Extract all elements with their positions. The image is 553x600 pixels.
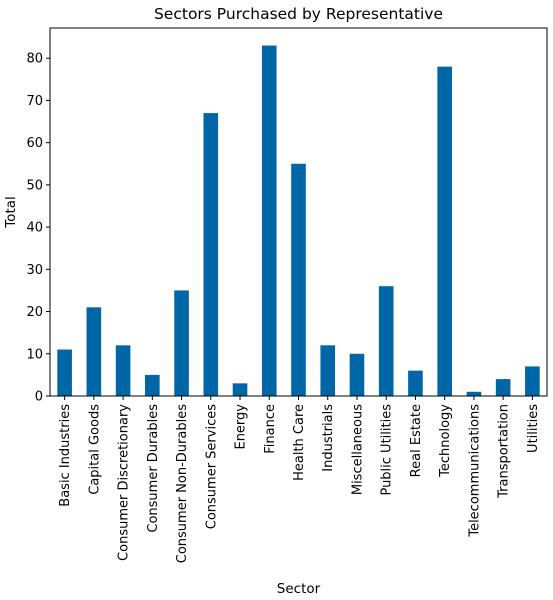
plot-frame xyxy=(49,27,548,397)
x-tick-label: Consumer Non-Durables xyxy=(175,404,190,563)
bar-consumer-discretionary xyxy=(115,345,131,396)
bar-consumer-services xyxy=(203,113,219,397)
y-tick-label: 60 xyxy=(26,136,43,151)
bar-consumer-non-durables xyxy=(174,290,189,396)
y-tick-label: 10 xyxy=(26,347,43,362)
bar-transportation xyxy=(495,379,511,396)
bar-basic-industries xyxy=(57,349,72,396)
x-axis: Basic Industries Capital Goods Consumer Di… xyxy=(58,396,541,563)
x-tick-label: Telecommunications xyxy=(467,404,482,538)
bar-consumer-durables xyxy=(145,374,160,396)
y-tick-label: 70 xyxy=(26,94,43,109)
bar-industrials xyxy=(320,345,336,396)
x-tick-label: Industrials xyxy=(321,404,336,472)
bars-layer xyxy=(57,45,540,397)
x-tick-label: Finance xyxy=(263,404,278,454)
x-tick-label: Consumer Services xyxy=(204,404,219,529)
y-tick-label: 80 xyxy=(26,52,43,67)
x-tick-label: Consumer Durables xyxy=(146,404,161,533)
chart-title: Sectors Purchased by Representative xyxy=(154,5,443,23)
bar-telecommunications xyxy=(466,391,482,396)
y-tick-label: 30 xyxy=(26,263,43,278)
y-tick-label: 0 xyxy=(35,390,43,405)
bar-public-utilities xyxy=(378,286,394,396)
bar-health-care xyxy=(291,163,306,396)
x-tick-label: Basic Industries xyxy=(58,404,73,507)
bar-capital-goods xyxy=(86,307,102,396)
bar-finance xyxy=(261,45,277,397)
bar-utilities xyxy=(525,366,540,396)
x-tick-label: Public Utilities xyxy=(380,404,395,496)
y-tick-label: 20 xyxy=(26,305,43,320)
y-axis: 0 10 20 30 40 50 60 70 80 xyxy=(26,52,50,405)
x-tick-label: Consumer Discretionary xyxy=(117,404,132,561)
x-tick-label: Utilities xyxy=(526,404,541,453)
x-tick-label: Capital Goods xyxy=(87,404,102,495)
x-tick-label: Transportation xyxy=(497,404,512,499)
bar-technology xyxy=(437,66,452,396)
x-tick-label: Health Care xyxy=(292,404,307,481)
y-tick-label: 50 xyxy=(26,178,43,193)
x-tick-label: Miscellaneous xyxy=(350,404,365,495)
bar-miscellaneous xyxy=(349,353,365,396)
bar-energy xyxy=(232,383,248,396)
y-tick-label: 40 xyxy=(26,221,43,236)
y-axis-label: Total xyxy=(3,196,19,229)
x-tick-label: Energy xyxy=(234,404,249,450)
x-tick-label: Real Estate xyxy=(409,404,424,477)
x-axis-label: Sector xyxy=(277,581,321,596)
bar-real-estate xyxy=(408,370,423,396)
x-tick-label: Technology xyxy=(438,404,453,478)
